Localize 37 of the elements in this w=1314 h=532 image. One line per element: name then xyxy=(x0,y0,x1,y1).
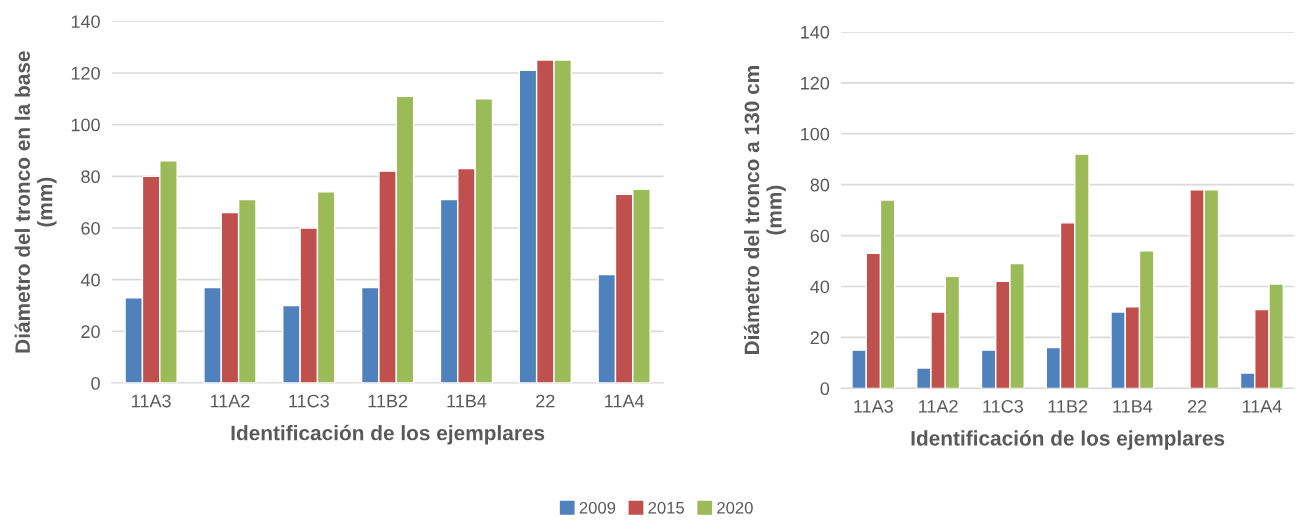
y-tick-label: 20 xyxy=(810,331,830,345)
x-tick-label: 11B2 xyxy=(1048,399,1088,413)
y-tick-label: 100 xyxy=(71,118,100,132)
x-tick-label: 11C3 xyxy=(983,399,1023,413)
x-tick-label: 11A2 xyxy=(210,394,250,408)
x-tick-label: 11A2 xyxy=(919,399,958,413)
y-tick-label: 60 xyxy=(810,229,830,243)
x-tick-label: 11B4 xyxy=(1113,400,1153,413)
x-tick-label: 11B2 xyxy=(368,394,408,408)
y-tick-label: 140 xyxy=(801,25,830,39)
y-tick-label: 80 xyxy=(81,170,100,184)
y-tick-label: 0 xyxy=(91,376,100,390)
x-tick-label: 11C3 xyxy=(289,394,329,408)
x-tick-label: 11A4 xyxy=(1242,400,1282,413)
legend-label: 2015 xyxy=(648,501,685,514)
y-tick-label: 120 xyxy=(71,66,100,80)
x-tick-label: 22 xyxy=(1188,399,1207,413)
x-axis-title: Identificación de los ejemplares xyxy=(911,430,1225,450)
x-axis-title: Identificación de los ejemplares xyxy=(231,424,545,445)
y-tick-label: 0 xyxy=(820,382,830,396)
y-tick-label: 100 xyxy=(801,127,830,141)
y-tick-label: 40 xyxy=(810,280,830,294)
y-tick-label: 20 xyxy=(81,325,100,339)
y-axis-title: Diámetro del tronco a 130 cm (mm) xyxy=(743,66,786,355)
x-tick-label: 11A3 xyxy=(854,399,893,413)
x-tick-label: 11A3 xyxy=(132,394,171,408)
legend-label: 2009 xyxy=(579,501,616,514)
y-tick-label: 80 xyxy=(810,178,830,192)
y-tick-label: 40 xyxy=(80,273,100,287)
x-tick-label: 22 xyxy=(536,394,555,408)
x-tick-label: 11B4 xyxy=(447,394,487,408)
y-tick-label: 140 xyxy=(71,15,100,28)
y-tick-label: 60 xyxy=(81,221,100,235)
y-tick-label: 120 xyxy=(801,76,830,90)
y-axis-title: Diámetro del tronco en la base (mm) xyxy=(14,51,57,353)
x-tick-label: 11A4 xyxy=(605,394,645,408)
legend-label: 2020 xyxy=(717,501,753,514)
